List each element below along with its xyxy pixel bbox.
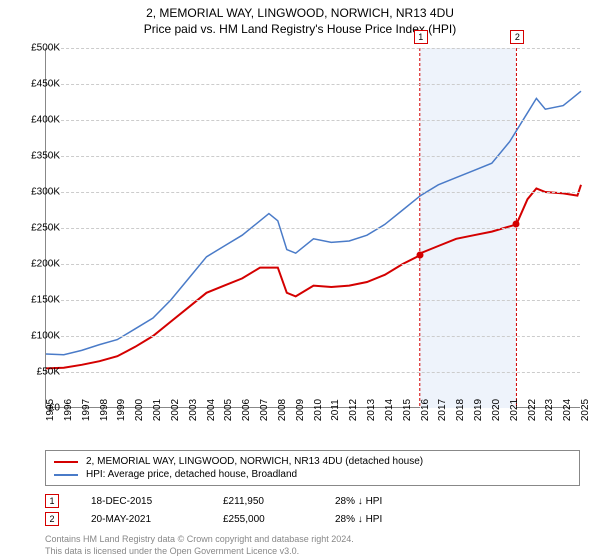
- y-axis-label: £150K: [31, 295, 60, 306]
- marker-label: 1: [414, 30, 428, 44]
- gridline: [46, 48, 580, 49]
- x-axis-label: 2021: [509, 399, 520, 421]
- x-axis-label: 2017: [437, 399, 448, 421]
- transaction-price: £255,000: [223, 514, 303, 525]
- x-axis-label: 2005: [223, 399, 234, 421]
- gridline: [46, 336, 580, 337]
- y-axis-label: £400K: [31, 115, 60, 126]
- x-axis-label: 1997: [81, 399, 92, 421]
- transaction-date: 18-DEC-2015: [91, 496, 191, 507]
- transaction-marker: 2: [45, 512, 59, 526]
- transaction-marker: 1: [45, 494, 59, 508]
- legend-label: 2, MEMORIAL WAY, LINGWOOD, NORWICH, NR13…: [86, 456, 423, 467]
- legend-label: HPI: Average price, detached house, Broa…: [86, 469, 297, 480]
- x-axis-label: 2001: [152, 399, 163, 421]
- x-axis-label: 2019: [473, 399, 484, 421]
- transaction-delta: 28% ↓ HPI: [335, 514, 382, 525]
- transaction-row: 1 18-DEC-2015 £211,950 28% ↓ HPI: [45, 492, 580, 510]
- gridline: [46, 372, 580, 373]
- chart-area: 12 1995199619971998199920002001200220032…: [45, 48, 580, 428]
- y-axis-label: £0: [49, 403, 60, 414]
- transaction-delta: 28% ↓ HPI: [335, 496, 382, 507]
- legend-swatch: [54, 461, 78, 463]
- plot-region: 12: [45, 48, 580, 408]
- x-axis-label: 2016: [420, 399, 431, 421]
- title: 2, MEMORIAL WAY, LINGWOOD, NORWICH, NR13…: [0, 0, 600, 20]
- x-axis-label: 2018: [455, 399, 466, 421]
- series-property: [46, 185, 581, 369]
- x-axis-label: 1999: [116, 399, 127, 421]
- x-axis-label: 2000: [134, 399, 145, 421]
- legend-and-footer: 2, MEMORIAL WAY, LINGWOOD, NORWICH, NR13…: [45, 450, 580, 557]
- x-axis-label: 2025: [580, 399, 591, 421]
- x-axis-label: 2003: [188, 399, 199, 421]
- x-axis-label: 2002: [170, 399, 181, 421]
- marker-label: 2: [510, 30, 524, 44]
- x-axis-label: 2024: [562, 399, 573, 421]
- x-axis-label: 2014: [384, 399, 395, 421]
- y-axis-label: £500K: [31, 43, 60, 54]
- gridline: [46, 300, 580, 301]
- gridline: [46, 84, 580, 85]
- y-axis-label: £50K: [37, 367, 60, 378]
- y-axis-label: £300K: [31, 187, 60, 198]
- transaction-price: £211,950: [223, 496, 303, 507]
- x-axis-label: 2012: [348, 399, 359, 421]
- x-axis-label: 2009: [295, 399, 306, 421]
- x-axis-label: 2007: [259, 399, 270, 421]
- gridline: [46, 228, 580, 229]
- y-axis-label: £200K: [31, 259, 60, 270]
- transaction-row: 2 20-MAY-2021 £255,000 28% ↓ HPI: [45, 510, 580, 528]
- x-axis-label: 2010: [313, 399, 324, 421]
- x-axis-label: 1998: [99, 399, 110, 421]
- x-axis-label: 2011: [330, 399, 341, 421]
- x-axis-label: 1996: [63, 399, 74, 421]
- y-axis-label: £250K: [31, 223, 60, 234]
- x-axis-label: 2023: [544, 399, 555, 421]
- legend-swatch: [54, 474, 78, 476]
- x-axis-label: 2022: [527, 399, 538, 421]
- series-hpi: [46, 91, 581, 355]
- legend-item: 2, MEMORIAL WAY, LINGWOOD, NORWICH, NR13…: [54, 455, 571, 468]
- gridline: [46, 156, 580, 157]
- gridline: [46, 264, 580, 265]
- footer-line1: Contains HM Land Registry data © Crown c…: [45, 534, 580, 546]
- y-axis-label: £350K: [31, 151, 60, 162]
- transaction-table: 1 18-DEC-2015 £211,950 28% ↓ HPI 2 20-MAY-202…: [45, 492, 580, 528]
- x-axis-label: 2006: [241, 399, 252, 421]
- chart-container: 2, MEMORIAL WAY, LINGWOOD, NORWICH, NR13…: [0, 0, 600, 560]
- marker-dot: [416, 252, 423, 259]
- y-axis-label: £100K: [31, 331, 60, 342]
- x-axis-label: 2013: [366, 399, 377, 421]
- x-axis-label: 2008: [277, 399, 288, 421]
- footer: Contains HM Land Registry data © Crown c…: [45, 528, 580, 557]
- y-axis-label: £450K: [31, 79, 60, 90]
- footer-line2: This data is licensed under the Open Gov…: [45, 546, 580, 558]
- gridline: [46, 120, 580, 121]
- x-axis-label: 2004: [206, 399, 217, 421]
- x-axis-label: 2020: [491, 399, 502, 421]
- legend-item: HPI: Average price, detached house, Broa…: [54, 468, 571, 481]
- legend-box: 2, MEMORIAL WAY, LINGWOOD, NORWICH, NR13…: [45, 450, 580, 486]
- gridline: [46, 192, 580, 193]
- transaction-date: 20-MAY-2021: [91, 514, 191, 525]
- marker-dot: [513, 221, 520, 228]
- x-axis-label: 2015: [402, 399, 413, 421]
